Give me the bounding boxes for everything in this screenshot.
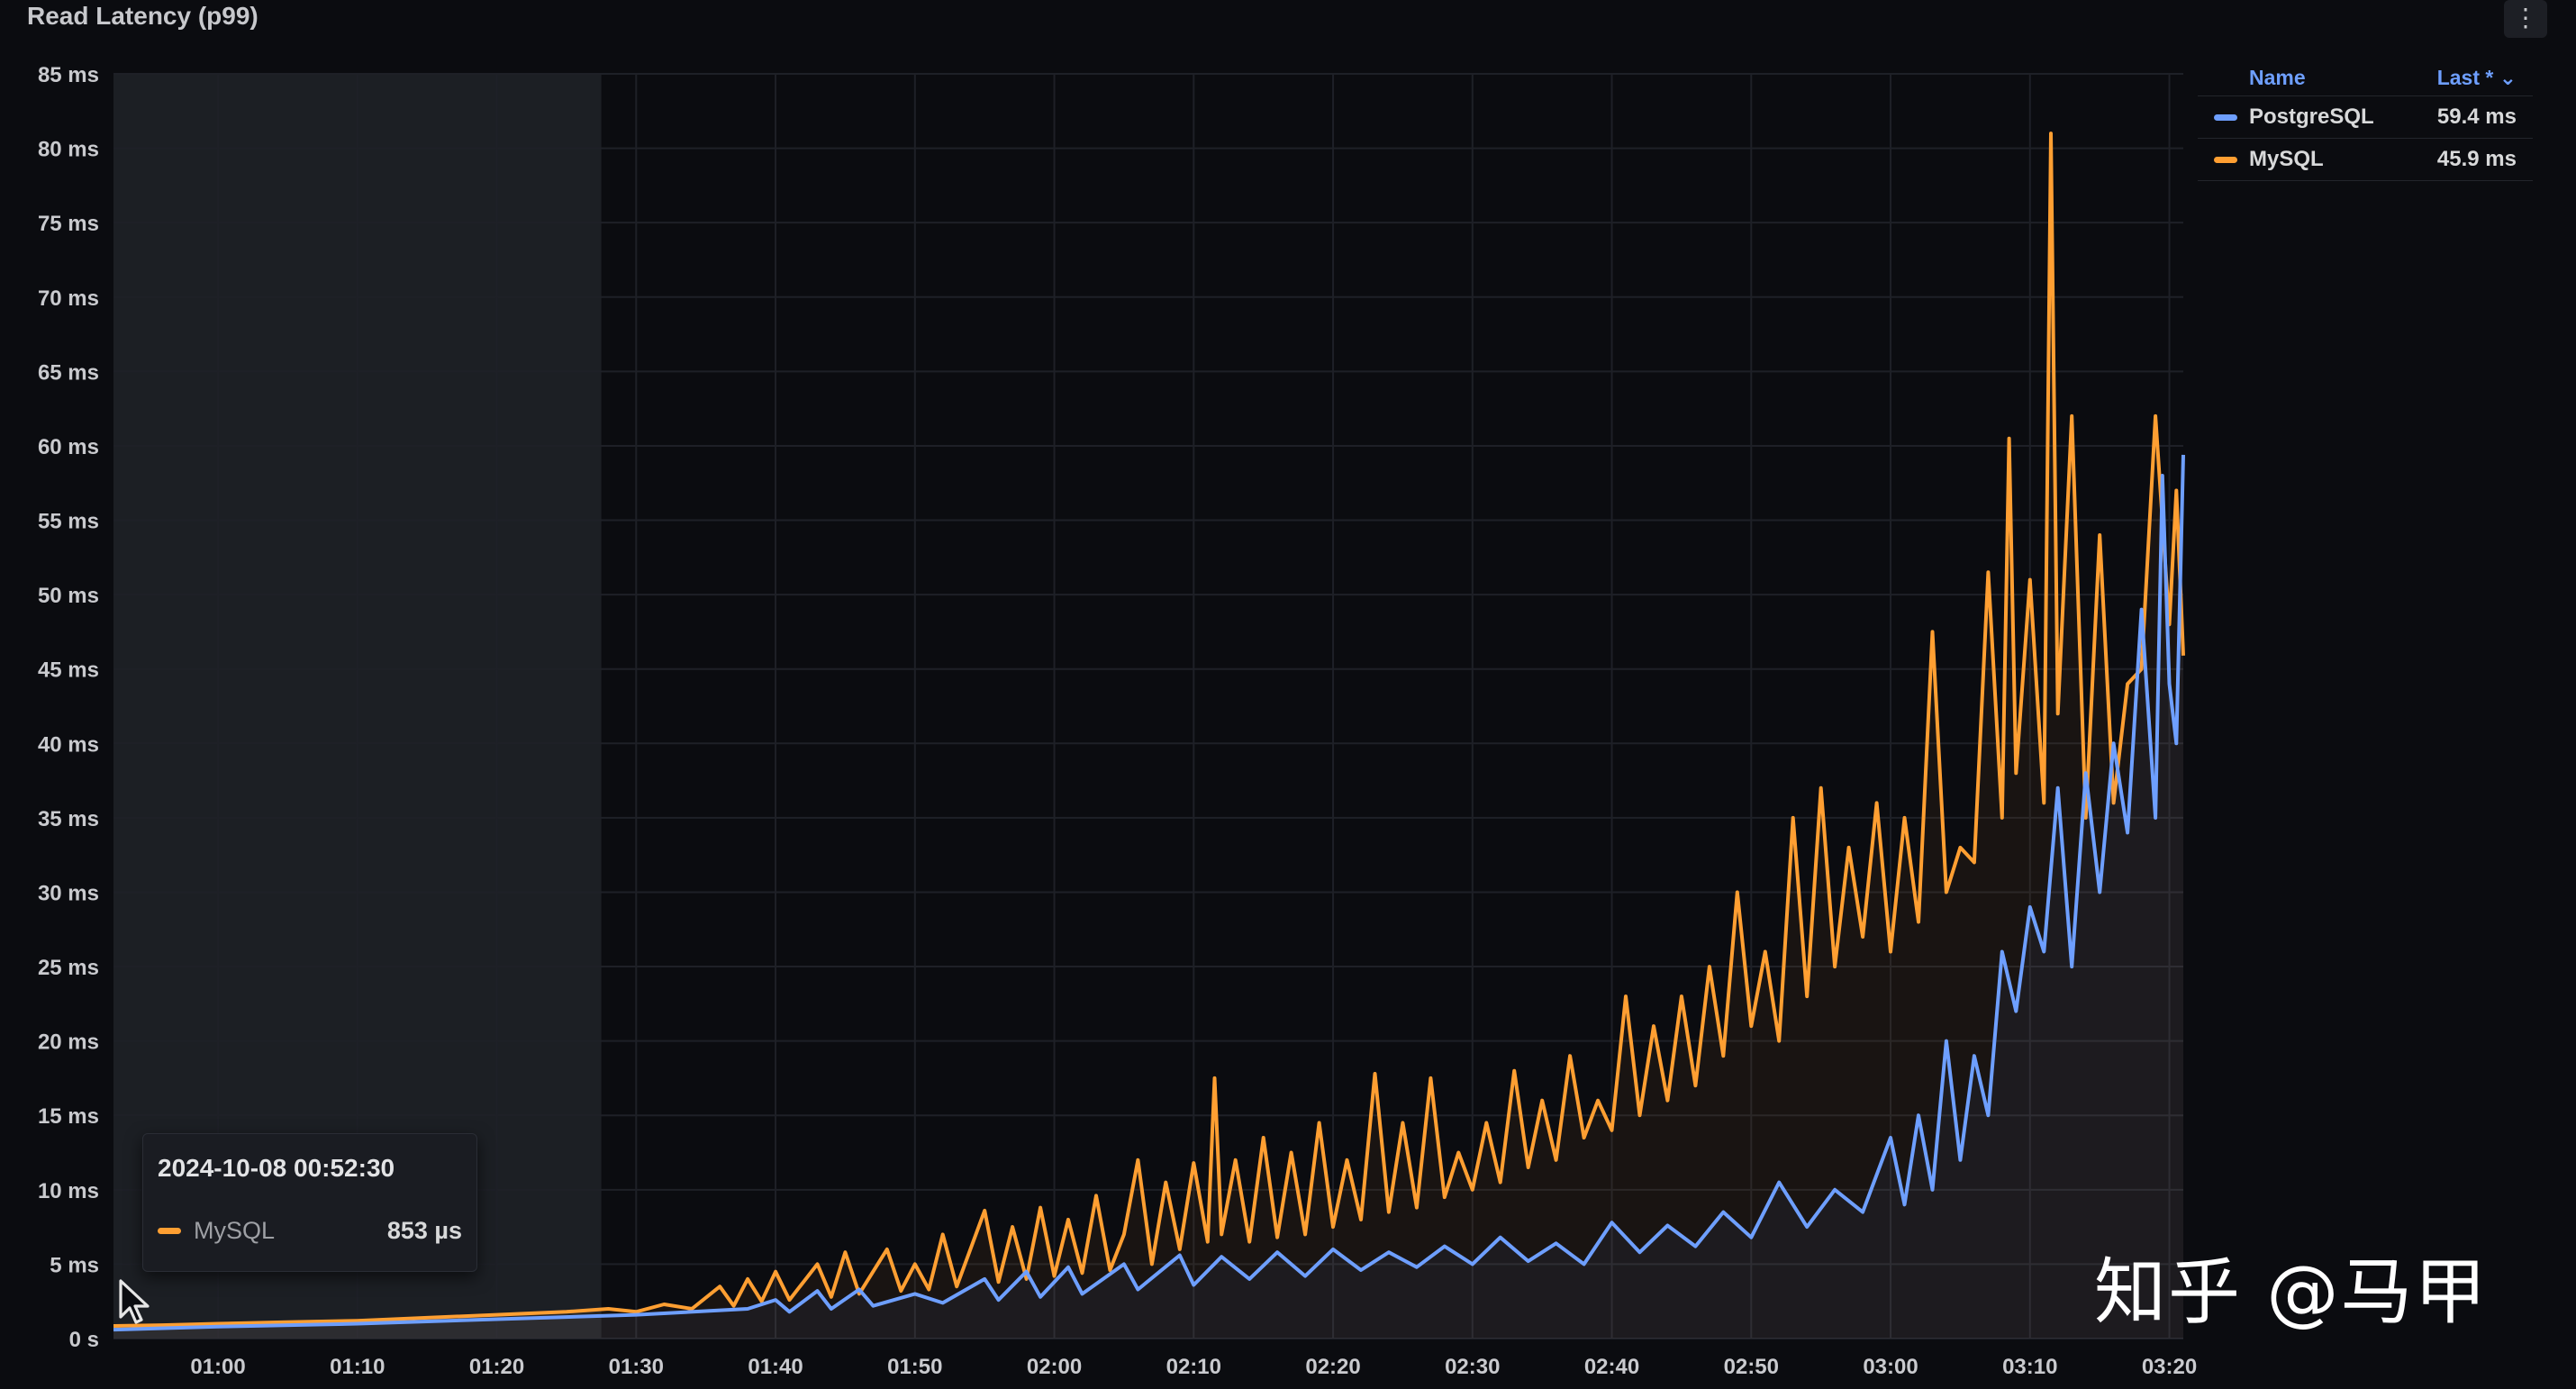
x-tick-label: 01:20 <box>469 1355 524 1379</box>
x-tick-label: 01:30 <box>609 1355 664 1379</box>
y-tick-label: 85 ms <box>38 63 99 87</box>
legend-series-last-value: 45.9 ms <box>2436 147 2517 171</box>
series-area-mysql <box>113 133 2183 1339</box>
legend-series-name: PostgreSQL <box>2249 104 2374 129</box>
legend-row-postgresql[interactable]: PostgreSQL 59.4 ms <box>2198 96 2533 139</box>
legend-table: Name Last * ⌄ PostgreSQL 59.4 ms MySQL 4… <box>2198 59 2533 181</box>
x-tick-label: 02:20 <box>1305 1355 1360 1379</box>
legend-series-last-value: 59.4 ms <box>2436 104 2517 129</box>
x-tick-label: 03:20 <box>2142 1355 2197 1379</box>
y-tick-label: 75 ms <box>38 212 99 236</box>
legend-header-last[interactable]: Last * ⌄ <box>2436 65 2517 89</box>
y-tick-label: 60 ms <box>38 435 99 459</box>
watermark-text: 知乎 @马甲 <box>2094 1250 2489 1334</box>
x-tick-label: 02:10 <box>1166 1355 1221 1379</box>
y-tick-label: 65 ms <box>38 360 99 385</box>
legend-series-name: MySQL <box>2249 147 2324 171</box>
y-tick-label: 25 ms <box>38 956 99 980</box>
panel-title: Read Latency (p99) <box>27 2 259 30</box>
legend-row-mysql[interactable]: MySQL 45.9 ms <box>2198 139 2533 181</box>
y-tick-label: 50 ms <box>38 584 99 608</box>
x-tick-label: 01:40 <box>748 1355 803 1379</box>
x-tick-label: 02:30 <box>1445 1355 1500 1379</box>
series-line-postgresql <box>113 454 2185 1332</box>
tooltip-row: MySQL 853 µs <box>158 1217 462 1245</box>
x-tick-label: 02:40 <box>1584 1355 1639 1379</box>
x-tick-label: 01:00 <box>190 1355 245 1379</box>
chart-grid <box>113 73 2183 1339</box>
x-tick-label: 01:10 <box>330 1355 385 1379</box>
mouse-pointer-icon <box>119 1279 150 1324</box>
legend-header: Name Last * ⌄ <box>2198 59 2533 96</box>
legend-swatch <box>2214 156 2237 163</box>
panel-menu-icon[interactable]: ⋮ <box>2504 0 2547 38</box>
y-tick-label: 15 ms <box>38 1104 99 1129</box>
y-tick-label: 80 ms <box>38 138 99 162</box>
tooltip-value: 853 µs <box>386 1217 462 1244</box>
y-axis: 0 s 5 ms 10 ms 15 ms 20 ms 25 ms 30 ms 35 ms 40 … <box>38 63 99 1352</box>
y-tick-label: 5 ms <box>50 1253 99 1277</box>
y-tick-label: 0 s <box>69 1328 99 1352</box>
tooltip-series-name: MySQL <box>194 1217 276 1244</box>
x-tick-label: 02:50 <box>1724 1355 1779 1379</box>
series-layer <box>113 132 2185 1339</box>
hover-tooltip: 2024-10-08 00:52:30 MySQL 853 µs <box>142 1133 477 1272</box>
y-tick-label: 45 ms <box>38 658 99 683</box>
y-tick-label: 10 ms <box>38 1179 99 1203</box>
y-tick-label: 55 ms <box>38 510 99 534</box>
tooltip-swatch <box>158 1228 181 1234</box>
series-area-postgresql <box>113 454 2183 1339</box>
legend-swatch <box>2214 113 2237 121</box>
series-line-mysql <box>113 132 2185 1328</box>
y-tick-label: 20 ms <box>38 1030 99 1055</box>
x-axis: 01:00 01:10 01:20 01:30 01:40 01:50 02:00 02:10… <box>190 1355 2197 1379</box>
tooltip-timestamp: 2024-10-08 00:52:30 <box>158 1154 395 1182</box>
x-tick-label: 01:50 <box>887 1355 942 1379</box>
y-tick-label: 30 ms <box>38 881 99 905</box>
x-tick-label: 03:00 <box>1863 1355 1918 1379</box>
y-tick-label: 35 ms <box>38 807 99 831</box>
x-tick-label: 02:00 <box>1027 1355 1082 1379</box>
x-tick-label: 03:10 <box>2002 1355 2057 1379</box>
y-tick-label: 70 ms <box>38 286 99 311</box>
legend-header-name[interactable]: Name <box>2249 65 2306 89</box>
y-tick-label: 40 ms <box>38 732 99 757</box>
